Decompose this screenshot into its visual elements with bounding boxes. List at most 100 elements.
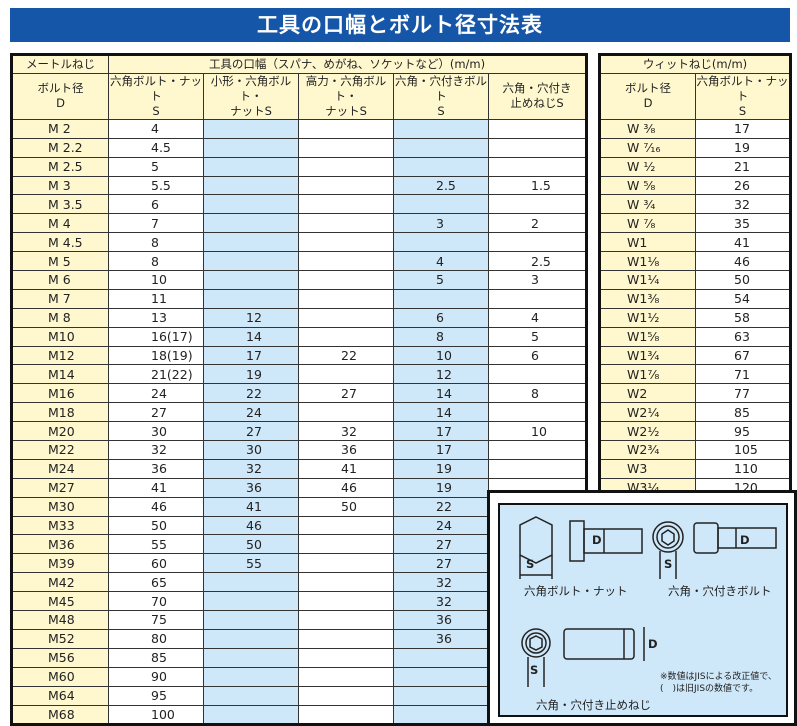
wrench-size-cell	[298, 610, 394, 630]
wrench-size-cell: 5.5	[108, 175, 204, 196]
bolt-size-cell: M 3	[11, 175, 109, 196]
wrench-size-cell	[393, 118, 489, 139]
table-row: M68 100	[11, 704, 588, 725]
column-header: 六角・穴付き 止めねじS	[487, 72, 588, 120]
wrench-size-cell	[487, 156, 588, 177]
wrench-size-cell: 90	[108, 666, 204, 687]
bolt-size-cell: M42	[11, 572, 109, 593]
wrench-size-cell: 5	[108, 156, 204, 177]
table-row: M 8 13 12 6 4	[11, 307, 588, 328]
wrench-size-cell	[487, 137, 588, 158]
wrench-size-cell	[203, 251, 299, 272]
wrench-size-cell: 8	[108, 251, 204, 272]
column-header: 小形・六角ボルト・ ナットS	[203, 72, 299, 120]
wrench-size-cell: 5	[393, 270, 489, 290]
bolt-size-cell: W1¹⁄₈	[599, 251, 696, 272]
table-row: W ⁵⁄₈ 26	[599, 175, 792, 196]
bolt-size-cell: M 5	[11, 251, 109, 272]
table-row: M20 30 27 32 17 10	[11, 421, 588, 442]
bolt-size-cell: W2³⁄₄	[599, 440, 696, 460]
wrench-size-cell: 32	[393, 591, 489, 612]
table-row: M 3 5.5 2.5 1.5	[11, 175, 588, 196]
table-row: W2³⁄₄ 105	[599, 440, 792, 460]
wrench-size-cell	[298, 288, 394, 309]
wrench-size-cell	[298, 232, 394, 253]
bolt-size-cell: W3	[599, 458, 696, 479]
bolt-size-cell: M60	[11, 666, 109, 687]
wrench-size-cell	[298, 553, 394, 574]
table-row: M 2.2 4.5	[11, 137, 588, 158]
bolt-size-cell: W1⁵⁄₈	[599, 326, 696, 347]
wrench-size-cell	[203, 213, 299, 234]
bolt-size-cell: M56	[11, 647, 109, 668]
bolt-size-cell: W2¹⁄₄	[599, 402, 696, 423]
wrench-size-cell	[298, 307, 394, 328]
wrench-size-cell: 24	[108, 383, 204, 404]
wrench-size-cell	[203, 610, 299, 630]
table-row: M18 27 24 14	[11, 402, 588, 423]
wrench-size-cell: 17	[694, 118, 792, 139]
bolt-size-cell: W ¹⁄₂	[599, 156, 696, 177]
table-row: M 5 8 4 2.5	[11, 251, 588, 272]
wrench-size-cell: 6	[487, 345, 588, 366]
wrench-size-cell: 17	[393, 440, 489, 460]
wrench-size-cell: 10	[393, 345, 489, 366]
wrench-size-cell: 22	[393, 496, 489, 517]
wrench-size-cell	[298, 591, 394, 612]
bolt-size-cell: M10	[11, 326, 109, 347]
wrench-size-cell	[298, 251, 394, 272]
wrench-size-cell: 85	[108, 647, 204, 668]
caption-set-screw: 六角・穴付き止めねじ	[536, 698, 651, 712]
wrench-size-cell: 30	[108, 421, 204, 442]
wrench-size-cell	[298, 572, 394, 593]
s-label-1: S	[526, 557, 535, 571]
bolt-size-cell: M18	[11, 402, 109, 423]
table-row: M24 36 32 41 19	[11, 458, 588, 479]
wrench-size-cell: 55	[203, 553, 299, 574]
wrench-size-cell: 110	[694, 458, 792, 479]
bolt-size-cell: M 2.5	[11, 156, 109, 177]
wrench-size-cell: 46	[203, 515, 299, 536]
bolt-size-cell: W1	[599, 232, 696, 253]
socket-bolt-illustration	[652, 521, 777, 579]
table-row: W1⁵⁄₈ 63	[599, 326, 792, 347]
table-row: W2¹⁄₄ 85	[599, 402, 792, 423]
wrench-size-cell	[487, 458, 588, 479]
bolt-size-cell: W ⁷⁄₈	[599, 213, 696, 234]
wrench-size-cell: 36	[393, 628, 489, 649]
wrench-size-cell: 32	[108, 440, 204, 460]
wrench-size-cell: 17	[203, 345, 299, 366]
table-row: W1³⁄₄ 67	[599, 345, 792, 366]
bolt-size-cell: M20	[11, 421, 109, 442]
wrench-size-cell: 85	[694, 402, 792, 423]
table-row: W1⁷⁄₈ 71	[599, 364, 792, 385]
bolt-size-cell: W ³⁄₄	[599, 194, 696, 215]
wrench-size-cell: 55	[108, 534, 204, 555]
wrench-size-cell: 4	[487, 307, 588, 328]
table-row: M27 41 36 46 19	[11, 477, 588, 498]
wrench-size-cell: 19	[393, 477, 489, 498]
wrench-size-cell: 65	[108, 572, 204, 593]
wrench-size-cell	[298, 534, 394, 555]
wrench-size-cell: 75	[108, 610, 204, 630]
bolt-size-cell: M22	[11, 440, 109, 460]
wrench-size-cell	[203, 175, 299, 196]
wrench-size-cell: 41	[203, 496, 299, 517]
wrench-size-cell: 6	[393, 307, 489, 328]
wrench-size-cell: 21(22)	[108, 364, 204, 385]
table-row: W2 77	[599, 383, 792, 404]
wrench-size-cell	[203, 591, 299, 612]
bolt-size-cell: W ⁵⁄₈	[599, 175, 696, 196]
table-row: W2¹⁄₂ 95	[599, 421, 792, 442]
wrench-size-cell: 58	[694, 307, 792, 328]
wrench-size-cell: 3	[487, 270, 588, 290]
wrench-size-cell: 19	[203, 364, 299, 385]
wrench-size-cell: 27	[203, 421, 299, 442]
bolt-size-cell: W2	[599, 383, 696, 404]
wrench-size-cell: 8	[487, 383, 588, 404]
bolt-size-cell: M 4	[11, 213, 109, 234]
wrench-size-cell	[393, 194, 489, 215]
table-row: W ⁷⁄₁₆ 19	[599, 137, 792, 158]
table-row: M 4.5 8	[11, 232, 588, 253]
wrench-size-cell: 50	[694, 270, 792, 290]
